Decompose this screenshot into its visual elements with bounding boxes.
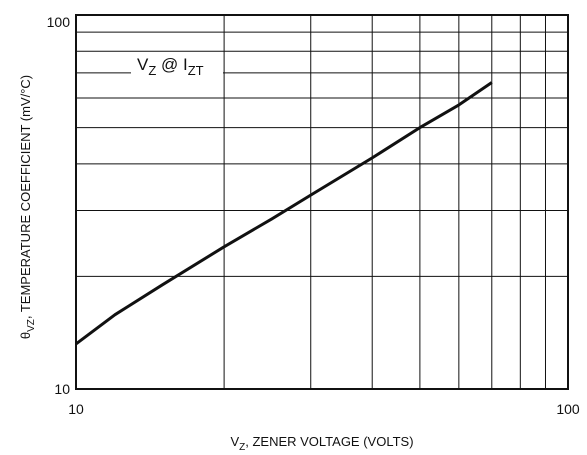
plot-frame (75, 14, 569, 390)
annotation-v-subscript: Z (148, 63, 156, 78)
x-axis-label-symbol: V (230, 434, 239, 449)
y-tick-label-100: 100 (47, 14, 71, 30)
annotation-at-i: @ I (156, 55, 187, 74)
y-axis-label: θVZ, TEMPERATURE COEFFICIENT (mV/°C) (18, 75, 37, 339)
y-axis-label-symbol: θ (18, 332, 33, 339)
annotation-v: V (137, 55, 149, 74)
x-axis-label-text: , ZENER VOLTAGE (VOLTS) (245, 434, 413, 449)
x-tick-label-10: 10 (68, 401, 84, 417)
series-line-0 (75, 81, 493, 346)
y-axis-label-subscript: VZ (26, 319, 37, 332)
grid (76, 15, 568, 389)
y-tick-label-10: 10 (54, 381, 70, 397)
y-axis-label-text: , TEMPERATURE COEFFICIENT (mV/°C) (18, 75, 33, 319)
x-axis-label: VZ, ZENER VOLTAGE (VOLTS) (230, 434, 413, 453)
series-layer (75, 81, 493, 346)
annotation-background (131, 52, 223, 76)
x-tick-label-100: 100 (556, 401, 580, 417)
annotation-i-subscript: ZT (188, 63, 204, 78)
annotation-vz-at-izt: VZ @ IZT (137, 55, 204, 78)
x-axis-label-subscript: Z (239, 442, 245, 453)
